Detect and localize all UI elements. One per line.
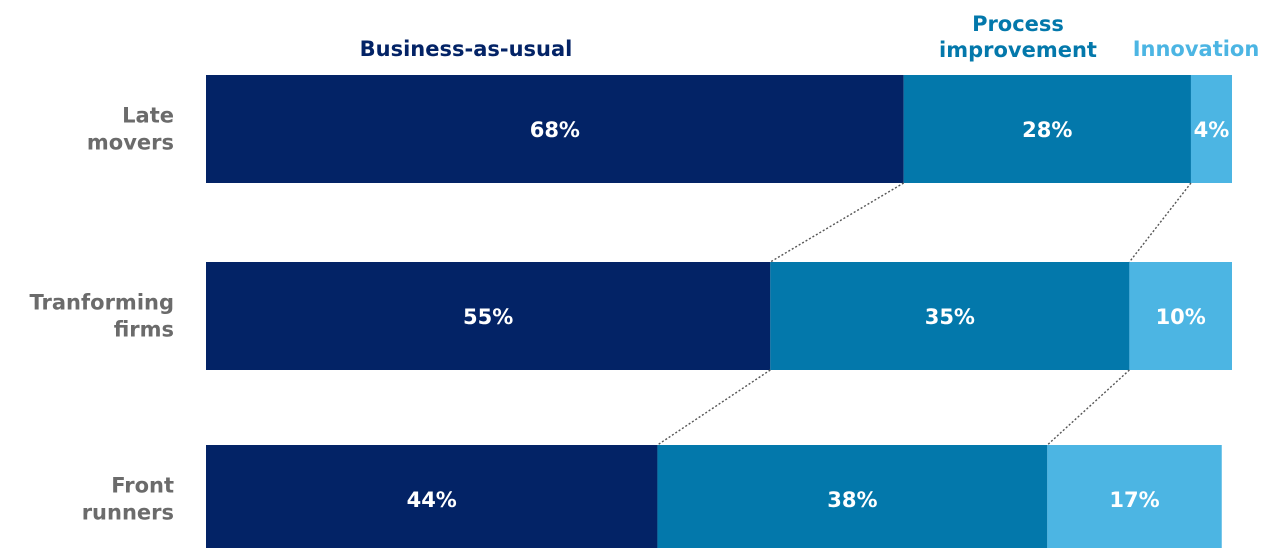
data-label: 38% — [827, 488, 877, 512]
bar-segment — [657, 445, 1048, 548]
data-label: 28% — [1022, 118, 1072, 142]
connector-line — [1046, 369, 1130, 446]
data-label: 17% — [1109, 488, 1159, 512]
data-label: 68% — [530, 118, 580, 142]
data-label: 10% — [1156, 305, 1206, 329]
legend-label: Business-as-usual — [360, 37, 573, 61]
connector-line — [769, 182, 905, 263]
bar-segment — [206, 262, 771, 370]
data-label: 55% — [463, 305, 513, 329]
legend-label: Innovation — [1133, 37, 1260, 61]
bar-row: 44% 38% 17% — [206, 445, 1222, 548]
legend-label: Process improvement — [939, 12, 1097, 62]
bar-segment — [1129, 262, 1232, 370]
connector-line — [1128, 182, 1192, 263]
bar-row: 68% 28% 4% — [206, 75, 1232, 183]
bar-segment — [206, 445, 658, 548]
bar-segment — [206, 75, 904, 183]
data-label: 4% — [1194, 118, 1230, 142]
category-label: Tranforming firms — [30, 291, 174, 342]
bar-segment — [903, 75, 1191, 183]
bar-segment — [770, 262, 1130, 370]
category-label: Front runners — [82, 474, 174, 525]
bar-segment — [1190, 75, 1232, 183]
category-label: Late movers — [87, 104, 174, 155]
bar-segment — [1047, 445, 1222, 548]
data-label: 35% — [925, 305, 975, 329]
connector-line — [657, 369, 771, 446]
bar-row: 55% 35% 10% — [206, 262, 1232, 370]
data-label: 44% — [407, 488, 457, 512]
